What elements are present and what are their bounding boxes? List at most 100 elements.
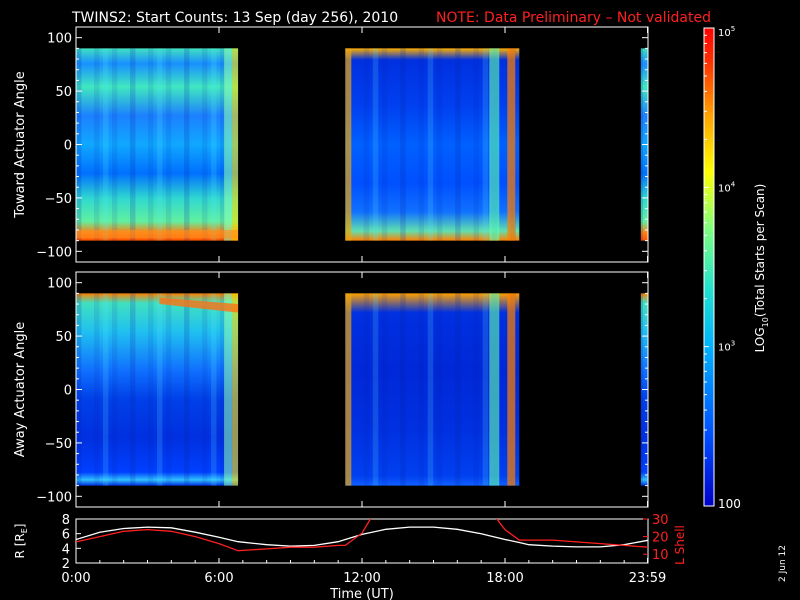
date-stamp: 2 Jun 12 [778, 545, 788, 582]
heatmap-striation [157, 293, 163, 486]
heatmap-striation [103, 293, 109, 486]
heatmap-block [76, 293, 239, 486]
heatmap-striation [202, 48, 208, 241]
heatmap-striation [418, 48, 425, 241]
heatmap-striation [363, 293, 370, 486]
heatmap-striation [482, 48, 489, 241]
left-axis-label-main: R [R [13, 533, 27, 558]
left-tick-label: 2 [62, 557, 70, 572]
y-tick-label: −100 [36, 245, 72, 260]
y-tick-label: 50 [55, 330, 72, 345]
colorbar-tick-label: 105 [718, 25, 735, 39]
heatmap-edge [232, 293, 239, 486]
x-tick-label: 6:00 [204, 571, 233, 586]
heatmap-striation [211, 293, 217, 486]
heatmap-striation [157, 48, 163, 241]
y-tick-label: −100 [36, 490, 72, 505]
heatmap-striation [112, 293, 118, 486]
heatmap-striation [640, 48, 643, 241]
heatmap-edge [507, 48, 516, 241]
heatmap-striation [455, 48, 461, 241]
x-tick-label: 23:59 [629, 571, 666, 586]
y-tick-label: 0 [64, 384, 72, 399]
left-tick-label: 4 [62, 542, 70, 557]
heatmap-striation [400, 293, 406, 486]
right-axis-label: L Shell [673, 525, 687, 565]
heatmap-striation [130, 48, 136, 241]
heatmap-striation [220, 293, 226, 486]
heatmap-striation [473, 293, 480, 486]
left-axis-label-end: ] [13, 524, 27, 529]
heatmap-block [76, 48, 239, 241]
right-tick-label: 30 [652, 513, 669, 528]
heatmap-striation [427, 293, 434, 486]
heatmap-band [76, 229, 239, 239]
y-tick-label: 0 [64, 139, 72, 154]
left-axis-label: R [RE] [13, 524, 29, 559]
heatmap-panel-toward: 100 50 0 −50 −100 Toward Actuator Angle [13, 26, 649, 263]
heatmap-striation [148, 293, 154, 486]
heatmap-striation [166, 293, 172, 486]
series-line-r [76, 526, 648, 548]
heatmap-striation [381, 293, 388, 486]
heatmap-striation [436, 293, 443, 486]
heatmap-striation [400, 48, 406, 241]
heatmap-striation [220, 48, 226, 241]
colorbar-tick-base: 10 [718, 28, 731, 39]
heatmap-edge [345, 48, 352, 241]
heatmap-striation [372, 48, 379, 241]
heatmap-striation [112, 48, 118, 241]
right-tick-label: 10 [652, 548, 669, 563]
heatmap-panel-away: 100 50 0 −50 −100 Away Actuator Angle [13, 271, 649, 508]
heatmap-striation [94, 48, 100, 241]
heatmap-edge [507, 293, 516, 486]
colorbar-tick-exp: 5 [731, 25, 735, 33]
colorbar-tick-exp: 4 [731, 180, 736, 188]
heatmap-striation [436, 48, 443, 241]
x-tick-label: 0:00 [61, 571, 90, 586]
y-tick-label: −50 [45, 192, 72, 207]
colorbar-tick-label: 103 [718, 340, 735, 354]
colorbar-tick-label: 104 [718, 180, 736, 194]
heatmap-edge [224, 293, 233, 486]
heatmap-striation [418, 293, 425, 486]
heatmap-striation [482, 293, 489, 486]
heatmap-striation [130, 293, 136, 486]
x-axis-label: Time (UT) [329, 587, 394, 600]
colorbar-tick-exp: 3 [731, 340, 735, 348]
heatmap-striation [103, 48, 109, 241]
chart-title: TWINS2: Start Counts: 13 Sep (day 256), … [71, 10, 398, 26]
y-tick-label: 100 [47, 32, 72, 47]
heatmap-striation [455, 293, 461, 486]
heatmap-striation [640, 293, 643, 486]
colorbar-title-rest: (Total Starts per Scan) [753, 184, 767, 318]
x-tick-label: 18:00 [486, 571, 523, 586]
y-tick-label: 100 [47, 277, 72, 292]
heatmap-streak [159, 297, 239, 313]
x-tick-label: 12:00 [343, 571, 380, 586]
heatmap-striation [211, 48, 217, 241]
y-axis-label: Away Actuator Angle [13, 322, 28, 457]
y-tick-label: −50 [45, 437, 72, 452]
heatmap-striation [381, 48, 388, 241]
colorbar-title-sub: 10 [761, 317, 770, 327]
left-tick-label: 8 [62, 513, 70, 528]
heatmap-striation [184, 48, 190, 241]
heatmap-striation [148, 48, 154, 241]
left-tick-label: 6 [62, 528, 70, 543]
orbit-frame [75, 518, 649, 564]
y-axis-label: Toward Actuator Angle [13, 71, 28, 218]
heatmap-edge [224, 48, 233, 241]
heatmap-striation [363, 48, 370, 241]
heatmap-striation [94, 293, 100, 486]
y-tick-label: 50 [55, 85, 72, 100]
left-axis-label-sub: E [20, 528, 29, 533]
colorbar-tick-base: 10 [718, 343, 731, 354]
colorbar-min-label: 100 [718, 497, 741, 511]
heatmap-striation [166, 48, 172, 241]
heatmap-striation [184, 293, 190, 486]
heatmap-edge [232, 48, 239, 241]
